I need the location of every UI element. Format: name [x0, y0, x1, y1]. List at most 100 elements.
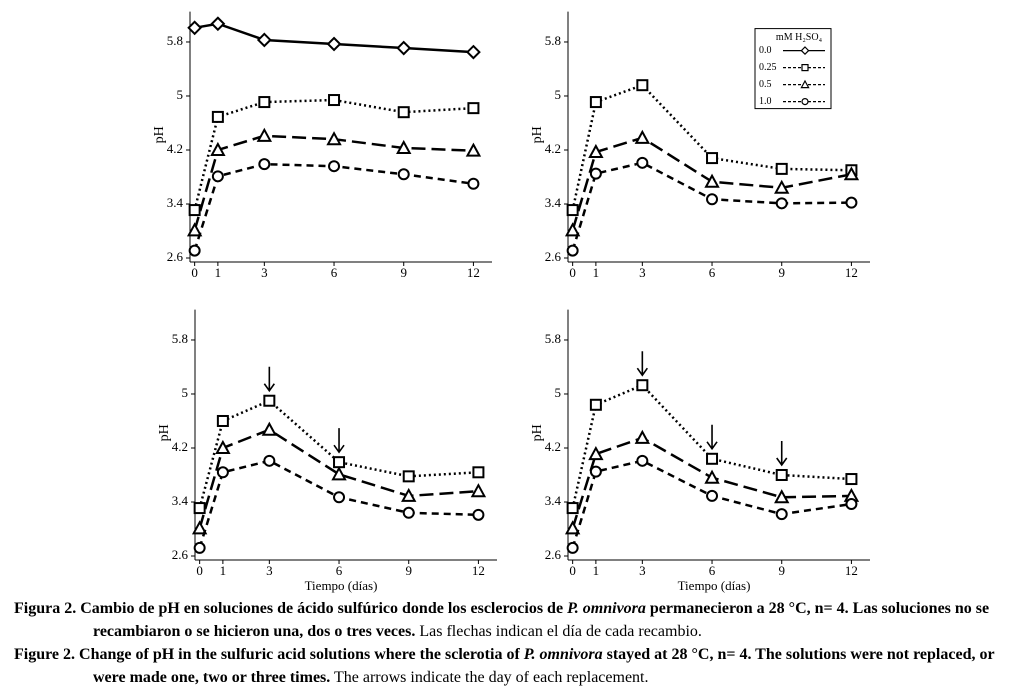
y-tick-label: 5.8 [167, 33, 183, 48]
y-axis-label: pH [152, 126, 167, 143]
arrow [706, 424, 718, 451]
marker [465, 142, 482, 157]
legend-marker [801, 97, 809, 106]
marker [467, 177, 480, 190]
legend-marker [800, 46, 810, 56]
marker [396, 139, 412, 154]
marker [588, 445, 604, 461]
x-tick-label: 1 [593, 265, 600, 280]
marker [258, 96, 271, 109]
series-line [571, 383, 852, 509]
x-tick-label: 9 [778, 563, 785, 578]
series-line [571, 459, 852, 549]
x-tick-label: 12 [845, 563, 858, 578]
marker [401, 487, 417, 502]
marker [186, 222, 203, 237]
marker [566, 541, 579, 554]
series-line [571, 161, 852, 251]
legend-label: 0.0 [759, 45, 772, 56]
marker [775, 197, 788, 210]
legend-label: 0.25 [759, 62, 777, 73]
x-tick-label: 0 [569, 265, 576, 280]
y-tick-label: 5.8 [545, 33, 561, 48]
marker [256, 127, 273, 142]
x-tick-label: 3 [639, 563, 646, 578]
x-tick-label: 1 [593, 563, 600, 578]
marker [210, 141, 226, 156]
x-tick-label: 3 [266, 563, 273, 578]
marker [333, 491, 346, 504]
marker [566, 502, 579, 515]
x-tick-label: 6 [709, 265, 716, 280]
caption-spanish: Figura 2. Cambio de pH en soluciones de … [14, 597, 1024, 643]
y-tick-label: 2.6 [172, 547, 189, 562]
y-tick-label: 5.8 [545, 331, 561, 346]
marker [333, 456, 346, 469]
x-tick-label: 3 [639, 265, 646, 280]
legend-title: mM H₂SO₄ [776, 32, 823, 43]
marker [397, 106, 410, 119]
marker [193, 502, 206, 515]
y-tick-label: 3.4 [172, 493, 189, 508]
y-tick-label: 2.6 [545, 547, 562, 562]
x-tick-label: 3 [261, 265, 268, 280]
x-tick-label: 9 [400, 265, 407, 280]
arrow [776, 440, 788, 467]
marker [263, 394, 276, 407]
marker [261, 421, 278, 436]
marker [706, 152, 719, 165]
x-tick-label: 0 [191, 265, 198, 280]
y-tick-label: 4.2 [545, 141, 561, 156]
y-tick-label: 3.4 [545, 195, 562, 210]
series-line [193, 134, 474, 231]
marker [774, 179, 790, 194]
caption-text: The arrows indicate the day of each repl… [330, 669, 649, 686]
marker [472, 466, 485, 479]
marker [326, 36, 342, 52]
marker [636, 379, 649, 392]
marker [402, 506, 415, 519]
marker [328, 160, 341, 173]
marker [706, 489, 719, 502]
y-tick-label: 5 [182, 385, 189, 400]
marker [188, 204, 201, 217]
marker [326, 131, 342, 146]
x-tick-label: 12 [845, 265, 858, 280]
fig-label: Figura 2 [14, 600, 73, 617]
series-line [571, 436, 852, 529]
marker [634, 129, 651, 144]
x-tick-label: 1 [220, 563, 227, 578]
marker [256, 32, 272, 48]
marker [263, 454, 276, 467]
y-tick-label: 5 [555, 385, 562, 400]
x-tick-label: 9 [405, 563, 412, 578]
y-tick-label: 3.4 [545, 493, 562, 508]
marker [211, 170, 224, 183]
marker [706, 193, 719, 206]
marker [589, 398, 602, 411]
species: P. omnivora [567, 600, 646, 617]
caption-text: Las flechas indican el día de cada recam… [415, 623, 702, 640]
marker [191, 520, 208, 535]
arrow [263, 366, 275, 393]
y-tick-label: 5 [177, 87, 184, 102]
marker [564, 222, 581, 237]
series-line [571, 83, 852, 211]
x-tick-label: 0 [569, 563, 576, 578]
marker [775, 162, 788, 175]
marker [258, 158, 271, 171]
marker [774, 489, 790, 504]
marker [467, 102, 480, 115]
y-tick-label: 4.2 [545, 439, 561, 454]
marker [216, 414, 229, 427]
marker [466, 44, 481, 60]
y-axis-label: pH [157, 424, 172, 441]
marker [215, 439, 231, 454]
arrow [636, 351, 648, 377]
series-line [198, 399, 479, 509]
marker [589, 167, 602, 180]
y-tick-label: 4.2 [172, 439, 188, 454]
marker [188, 244, 201, 257]
series-line [198, 428, 479, 529]
marker [564, 520, 581, 535]
